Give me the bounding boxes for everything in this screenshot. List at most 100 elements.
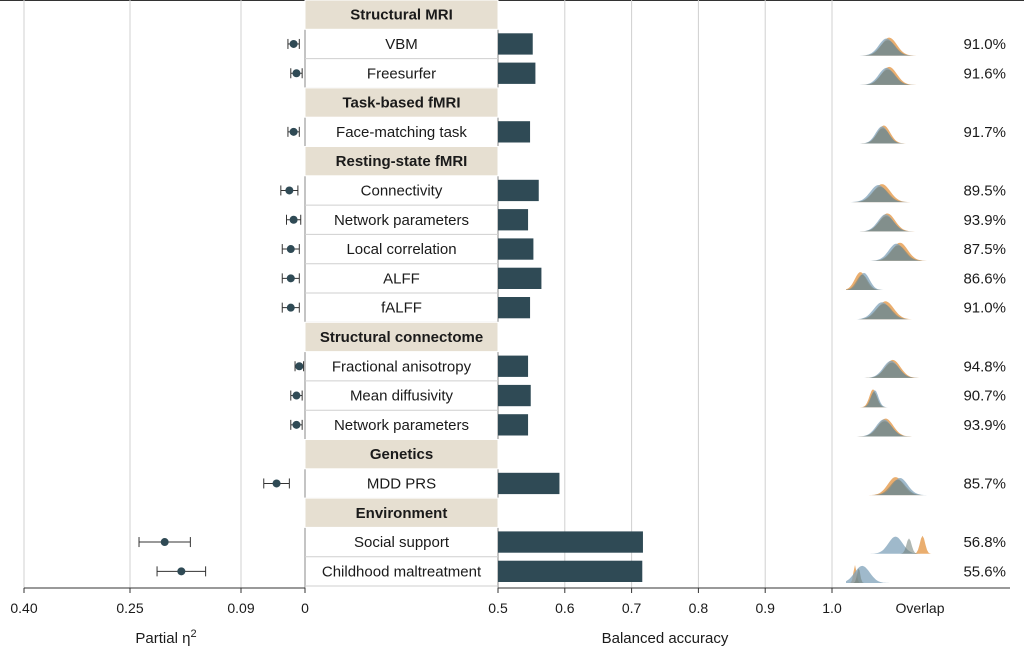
accuracy-bar <box>498 355 529 377</box>
section-header: Task-based fMRI <box>342 95 460 112</box>
overlap-axis-label: Overlap <box>895 600 944 616</box>
eta-point <box>272 479 281 488</box>
distribution-overlap <box>846 40 936 56</box>
distribution-overlap <box>846 421 936 437</box>
row-label: MDD PRS <box>367 475 436 492</box>
eta-point <box>285 186 294 195</box>
distribution-overlap <box>846 216 936 232</box>
distribution-blue <box>846 565 936 583</box>
acc-tick-label: 0.7 <box>622 600 642 616</box>
acc-tick-label: 0.6 <box>555 600 575 616</box>
eta-point <box>289 215 298 224</box>
bar-panel <box>498 33 643 582</box>
left-tick-label: 0.40 <box>10 600 37 616</box>
accuracy-bar <box>498 121 531 143</box>
accuracy-bar <box>498 560 643 582</box>
overlap-value: 90.7% <box>963 388 1006 405</box>
acc-tick-label: 0.9 <box>755 600 775 616</box>
row-label: fALFF <box>381 300 422 317</box>
row-label: Childhood maltreatment <box>322 563 482 580</box>
distribution-orange <box>846 389 936 408</box>
row-label: VBM <box>385 36 418 53</box>
section-header-bg <box>304 321 499 353</box>
overlap-value: 89.5% <box>963 182 1006 199</box>
overlap-value: 91.0% <box>963 36 1006 53</box>
row-label: Social support <box>354 534 450 551</box>
accuracy-bar <box>498 297 531 319</box>
accuracy-bar <box>498 472 560 495</box>
section-header: Structural MRI <box>350 7 453 24</box>
accuracy-bar <box>498 209 529 231</box>
eta-point <box>295 362 304 371</box>
distribution-overlap <box>846 128 936 144</box>
left-tick-label: 0.25 <box>116 600 143 616</box>
section-header-bg <box>304 497 499 528</box>
accuracy-bar <box>498 267 542 289</box>
header-layer: Structural MRI VBM Freesurfer Task-based fM… <box>304 0 499 587</box>
overlap-value: 93.9% <box>963 417 1006 434</box>
left-panel <box>138 38 305 577</box>
overlap-value: 91.6% <box>963 65 1006 82</box>
eta-point <box>292 420 301 429</box>
overlap-value: 94.8% <box>963 358 1006 375</box>
distribution-overlap <box>846 479 936 496</box>
eta-point <box>160 538 169 547</box>
acc-tick-label: 0.8 <box>689 600 709 616</box>
row-label: Local correlation <box>346 241 456 258</box>
section-header: Structural connectome <box>320 329 483 346</box>
accuracy-bar <box>498 33 533 55</box>
row-label: Mean diffusivity <box>350 388 454 405</box>
section-header-bg <box>304 0 499 30</box>
accuracy-bar <box>498 531 643 553</box>
eta-point <box>289 39 298 48</box>
row-label: Freesurfer <box>367 65 436 82</box>
section-header-bg <box>304 439 499 470</box>
eta-point <box>286 274 295 283</box>
section-header-bg <box>304 87 499 118</box>
distribution-overlap <box>846 274 936 290</box>
left-tick-label: 0.09 <box>227 600 254 616</box>
eta-point <box>292 391 301 400</box>
section-header: Genetics <box>370 446 433 463</box>
overlap-value: 91.0% <box>963 300 1006 317</box>
left-tick-label: 0 <box>301 600 309 616</box>
overlap-value: 91.7% <box>963 124 1006 141</box>
distribution-overlap <box>846 304 936 320</box>
axis-layer: Partial η2 Balanced accuracy Overlap 0.4… <box>10 587 1010 647</box>
distribution-overlap <box>846 186 936 203</box>
middle-x-axis-label: Balanced accuracy <box>602 630 729 647</box>
overlap-value: 86.6% <box>963 270 1006 287</box>
eta-point <box>286 245 295 254</box>
accuracy-bar <box>498 62 536 84</box>
section-header: Resting-state fMRI <box>336 153 468 170</box>
distribution-blue <box>846 536 936 554</box>
distribution-overlap <box>846 69 936 85</box>
left-x-axis-label: Partial η2 <box>135 628 196 647</box>
overlap-value: 85.7% <box>963 475 1006 492</box>
distribution-blue <box>846 390 936 408</box>
overlap-value: 93.9% <box>963 212 1006 229</box>
overlap-value: 56.8% <box>963 534 1006 551</box>
acc-tick-label: 0.5 <box>488 600 508 616</box>
row-label: Fractional anisotropy <box>332 358 472 375</box>
distribution-orange <box>846 125 936 144</box>
section-header-bg <box>304 146 499 177</box>
section-header: Environment <box>356 505 448 522</box>
row-label: ALFF <box>383 270 420 287</box>
distribution-overlap <box>846 392 936 408</box>
row-label: Network parameters <box>334 212 469 229</box>
accuracy-bar <box>498 384 531 407</box>
acc-tick-label: 1.0 <box>822 600 842 616</box>
eta-point <box>289 127 298 136</box>
row-label: Connectivity <box>361 182 443 199</box>
overlap-value: 87.5% <box>963 241 1006 258</box>
distribution-overlap <box>846 245 936 261</box>
distribution-orange <box>846 535 936 554</box>
distribution-overlap <box>846 362 936 378</box>
eta-point <box>286 303 295 312</box>
distribution-overlap <box>846 568 936 583</box>
distribution-panel: 91.0% 91.6% 91.7% 89.5% 93.9% 87.5% 86.6% 91.0%… <box>846 36 1006 583</box>
accuracy-bar <box>498 414 529 436</box>
accuracy-bar <box>498 238 534 260</box>
